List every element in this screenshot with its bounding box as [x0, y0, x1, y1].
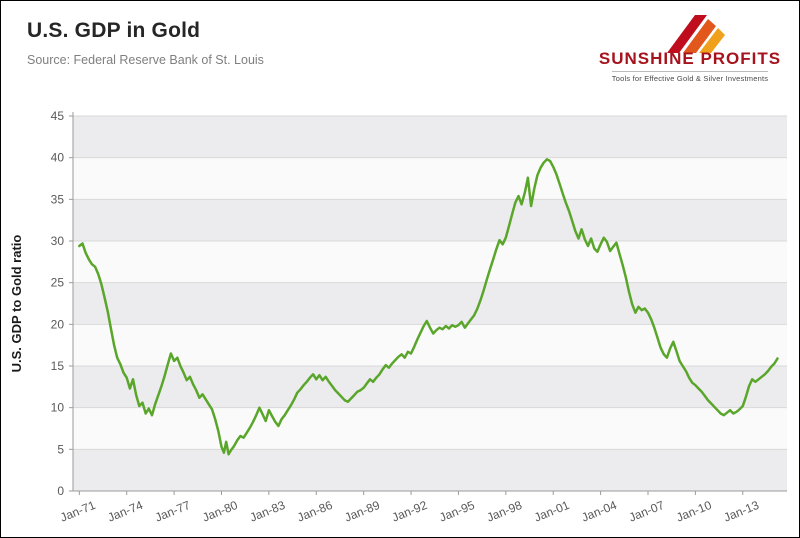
svg-text:Jan-89: Jan-89 — [343, 498, 383, 525]
logo-tagline: Tools for Effective Gold & Silver Invest… — [611, 71, 769, 83]
svg-text:Jan-98: Jan-98 — [485, 498, 525, 525]
svg-text:20: 20 — [51, 317, 65, 331]
svg-text:Jan-74: Jan-74 — [106, 498, 146, 525]
svg-text:Jan-80: Jan-80 — [200, 498, 240, 525]
svg-text:10: 10 — [51, 401, 65, 415]
svg-text:Jan-83: Jan-83 — [248, 498, 288, 525]
svg-text:35: 35 — [51, 192, 65, 206]
logo-ribbon-orange — [683, 19, 716, 53]
sunshine-profits-logo: SUNSHINE PROFITS Tools for Effective Gol… — [595, 1, 799, 83]
gdp-gold-line-chart: 0 5 10 15 20 25 30 35 40 45 Jan-71 Jan-74 Jan-77 Jan-… — [9, 109, 787, 525]
svg-text:25: 25 — [51, 276, 65, 290]
svg-text:Jan-77: Jan-77 — [153, 498, 193, 525]
svg-text:Jan-95: Jan-95 — [437, 498, 477, 525]
svg-text:Jan-10: Jan-10 — [674, 498, 714, 525]
chart-header: U.S. GDP in Gold Source: Federal Reserve… — [1, 1, 799, 101]
svg-text:5: 5 — [57, 442, 64, 456]
chart-titles: U.S. GDP in Gold Source: Federal Reserve… — [1, 1, 264, 67]
chart-area: 0 5 10 15 20 25 30 35 40 45 Jan-71 Jan-74 Jan-77 Jan-… — [1, 101, 799, 537]
page-title: U.S. GDP in Gold — [27, 19, 201, 42]
svg-text:Jan-01: Jan-01 — [532, 498, 572, 525]
logo-ribbon-gold — [699, 28, 725, 53]
svg-text:40: 40 — [51, 151, 65, 165]
svg-text:Jan-13: Jan-13 — [722, 498, 762, 525]
svg-text:U.S. GDP to Gold ratio: U.S. GDP to Gold ratio — [9, 235, 24, 373]
svg-text:Jan-92: Jan-92 — [390, 498, 430, 525]
svg-text:45: 45 — [51, 109, 65, 123]
svg-text:Jan-07: Jan-07 — [627, 498, 667, 525]
svg-text:Jan-71: Jan-71 — [58, 498, 98, 525]
svg-text:Jan-04: Jan-04 — [579, 498, 619, 525]
svg-text:Jan-86: Jan-86 — [295, 498, 335, 525]
logo-ribbon-red — [667, 15, 707, 53]
logo-name: SUNSHINE PROFITS — [598, 49, 782, 68]
svg-text:0: 0 — [57, 484, 64, 498]
logo-arrows-icon — [667, 15, 725, 53]
svg-text:15: 15 — [51, 359, 65, 373]
svg-text:30: 30 — [51, 234, 65, 248]
source-caption: Source: Federal Reserve Bank of St. Loui… — [27, 53, 264, 67]
